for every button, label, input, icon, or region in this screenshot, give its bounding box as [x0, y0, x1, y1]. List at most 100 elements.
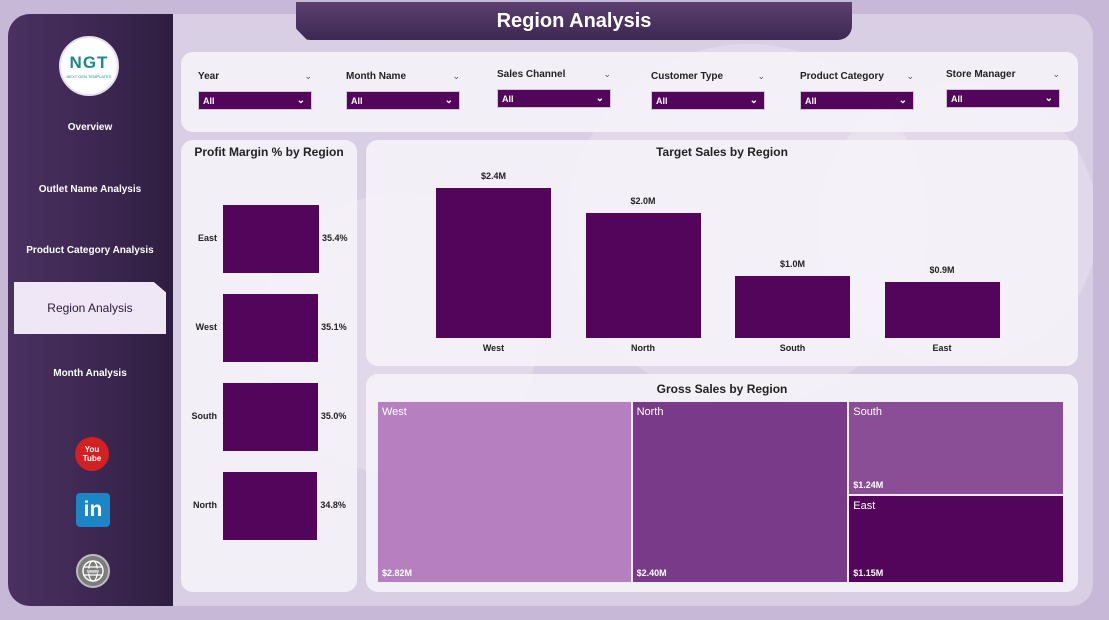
filter-value: All — [805, 95, 817, 106]
bar-value-label: 35.0% — [320, 411, 347, 421]
treemap-value-label: $1.24M — [853, 480, 884, 491]
treemap-category-label: North — [636, 406, 664, 418]
bar-value-label: $2.0M — [630, 196, 656, 206]
bar[interactable] — [223, 472, 318, 540]
store-manager-dropdown[interactable]: All ⌄ — [946, 89, 1060, 108]
linkedin-icon[interactable]: in — [76, 493, 110, 527]
sidebar-item-outlet-name-analysis[interactable]: Outlet Name Analysis — [14, 169, 166, 209]
sidebar-item-label: Product Category Analysis — [26, 244, 154, 256]
chevron-down-icon: ⌄ — [444, 95, 453, 106]
bar-value-label: 35.1% — [321, 322, 347, 332]
month-name-dropdown[interactable]: All ⌄ — [346, 91, 460, 110]
youtube-icon[interactable]: You Tube — [75, 437, 109, 471]
sidebar-item-label: Region Analysis — [47, 301, 133, 315]
sidebar-item-overview[interactable]: Overview — [14, 107, 166, 147]
bar-value-label: $1.0M — [779, 258, 805, 269]
bar[interactable] — [223, 383, 318, 451]
youtube-icon-bottom: Tube — [82, 454, 102, 463]
treemap-value-label: $1.15M — [853, 567, 884, 578]
filter-label: Sales Channel — [497, 68, 566, 80]
treemap-value-label: $2.40M — [636, 568, 667, 578]
treemap-value-label: $2.82M — [382, 568, 413, 578]
profit-margin-card: Profit Margin % by Region East 35.4% West 3… — [181, 140, 357, 592]
youtube-icon-top: You — [84, 445, 100, 454]
filter-panel: Year ⌄ All ⌄ Month Name ⌄ All ⌄ Sales Channe… — [181, 52, 1078, 132]
bar[interactable] — [735, 275, 850, 338]
chevron-down-icon[interactable]: ⌄ — [757, 70, 765, 81]
sidebar-item-label: Overview — [67, 121, 113, 133]
chevron-down-icon[interactable]: ⌄ — [1052, 68, 1060, 79]
sidebar-item-month-analysis[interactable]: Month Analysis — [14, 353, 166, 393]
page-title-bar: Region Analysis — [296, 2, 852, 40]
bar-value-label: 35.4% — [322, 233, 348, 243]
globe-icon-graphic: www — [82, 560, 104, 582]
sidebar-item-label: Outlet Name Analysis — [38, 183, 142, 195]
page-title: Region Analysis — [496, 9, 652, 32]
bar-category-label: East — [197, 233, 217, 243]
treemap-category-label: East — [853, 500, 876, 513]
customer-type-dropdown[interactable]: All ⌄ — [651, 91, 765, 110]
filter-value: All — [502, 93, 514, 104]
chevron-down-icon: ⌄ — [296, 95, 305, 106]
filter-sales-channel: Sales Channel ⌄ All ⌄ — [497, 67, 611, 108]
filter-store-manager: Store Manager ⌄ All ⌄ — [946, 67, 1060, 108]
chevron-down-icon: ⌄ — [898, 95, 907, 106]
product-category-dropdown[interactable]: All ⌄ — [800, 91, 914, 110]
filter-label: Year — [198, 70, 220, 82]
gross-sales-card: Gross Sales by Region West $2.82M North $2.… — [366, 374, 1078, 592]
chevron-down-icon: ⌄ — [749, 95, 758, 106]
chart-title: Profit Margin % by Region — [194, 145, 344, 159]
treemap-cell[interactable]: East $1.15M — [848, 495, 1064, 583]
bar[interactable] — [436, 188, 551, 338]
filter-customer-type: Customer Type ⌄ All ⌄ — [651, 69, 765, 110]
bar-category-label: South — [191, 411, 218, 421]
sales-channel-dropdown[interactable]: All ⌄ — [497, 89, 611, 108]
chevron-down-icon[interactable]: ⌄ — [906, 70, 914, 81]
logo-text: NGT — [69, 53, 109, 72]
globe-icon[interactable]: www — [76, 554, 110, 588]
chevron-down-icon[interactable]: ⌄ — [603, 68, 611, 79]
filter-label: Customer Type — [651, 70, 724, 82]
bar-value-label: $2.4M — [480, 171, 506, 181]
bar-category-label: West — [195, 322, 217, 332]
logo-subtitle: NEXT GEN TEMPLATES — [66, 74, 112, 79]
filter-label: Month Name — [346, 70, 406, 82]
filter-product-category: Product Category ⌄ All ⌄ — [800, 69, 914, 110]
filter-value: All — [656, 95, 668, 106]
filter-month-name: Month Name ⌄ All ⌄ — [346, 69, 460, 110]
globe-icon-text: www — [86, 569, 99, 575]
filter-year: Year ⌄ All ⌄ — [198, 69, 312, 110]
bar[interactable] — [223, 205, 319, 273]
bar-category-label: North — [631, 343, 655, 353]
bar[interactable] — [585, 213, 701, 338]
treemap-cell[interactable]: North $2.40M — [631, 401, 849, 583]
bar-category-label: West — [482, 343, 505, 353]
treemap-category-label: West — [382, 406, 407, 418]
filter-label: Product Category — [800, 70, 884, 82]
chart-title: Gross Sales by Region — [656, 382, 788, 396]
year-dropdown[interactable]: All ⌄ — [198, 91, 312, 110]
filter-value: All — [951, 93, 963, 104]
treemap-cell[interactable]: West $2.82M — [377, 401, 632, 583]
chart-title: Target Sales by Region — [656, 145, 788, 159]
bar[interactable] — [884, 281, 1000, 338]
bar-value-label: 34.8% — [320, 500, 346, 510]
linkedin-icon-text: in — [83, 498, 103, 521]
treemap-category-label: South — [853, 406, 882, 418]
treemap-cell[interactable]: South $1.24M — [848, 401, 1064, 496]
filter-label: Store Manager — [946, 68, 1016, 80]
bar-category-label: South — [779, 343, 806, 353]
bar-value-label: $0.9M — [929, 264, 955, 275]
target-sales-card: Target Sales by Region $2.4M West $2.0M Nor… — [366, 140, 1078, 366]
chevron-down-icon: ⌄ — [1044, 93, 1053, 104]
sidebar-item-product-category-analysis[interactable]: Product Category Analysis — [14, 230, 166, 270]
bar[interactable] — [223, 294, 319, 362]
chevron-down-icon[interactable]: ⌄ — [304, 70, 312, 81]
sidebar-item-region-analysis[interactable]: Region Analysis — [14, 282, 166, 334]
chevron-down-icon: ⌄ — [595, 93, 604, 104]
bar-category-label: East — [932, 343, 952, 353]
chevron-down-icon[interactable]: ⌄ — [452, 70, 460, 81]
filter-value: All — [203, 95, 215, 106]
filter-value: All — [351, 95, 363, 106]
bar-category-label: North — [193, 500, 217, 510]
